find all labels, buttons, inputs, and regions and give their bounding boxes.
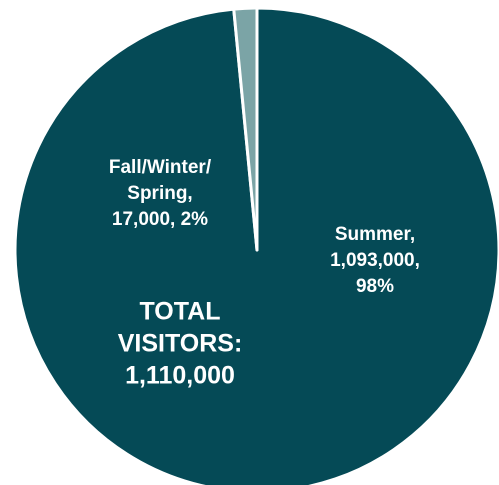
data-label: Spring,: [127, 183, 192, 204]
data-label: 98%: [356, 276, 394, 297]
data-label: Summer,: [335, 224, 415, 245]
annotation: TOTAL: [139, 298, 220, 326]
pie-slice: [13, 6, 499, 485]
data-label: 17,000, 2%: [112, 209, 208, 230]
data-label: Fall/Winter/: [109, 157, 212, 178]
pie-slice: [232, 6, 259, 252]
data-label: 1,093,000,: [330, 250, 420, 271]
annotation: VISITORS:: [118, 330, 243, 358]
annotation: 1,110,000: [125, 362, 235, 390]
